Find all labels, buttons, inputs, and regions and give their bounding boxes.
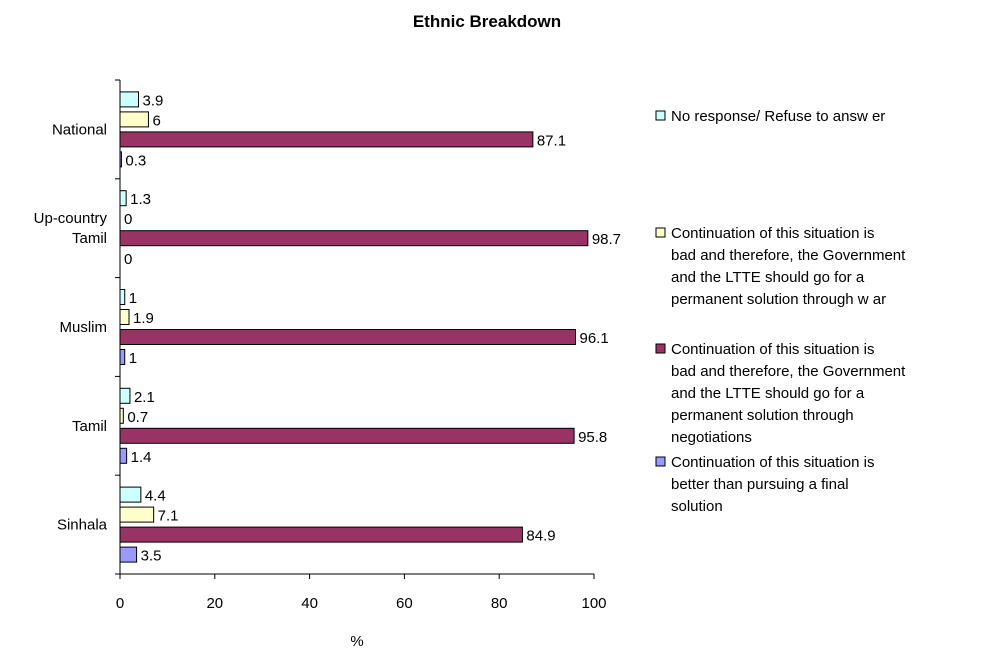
data-label: 6 (152, 112, 160, 129)
legend-swatch (655, 343, 666, 354)
x-tick-label: 60 (396, 595, 413, 612)
data-label: 3.5 (141, 548, 162, 565)
data-label: 1 (129, 290, 137, 307)
x-tick-label: 80 (491, 595, 508, 612)
data-label: 1 (129, 350, 137, 367)
bar (119, 506, 155, 523)
bar (119, 131, 534, 148)
bar (119, 111, 149, 128)
x-tick-label: 20 (206, 595, 223, 612)
bar (119, 526, 523, 543)
bar (119, 546, 138, 563)
bar (119, 309, 130, 325)
data-label: 95.8 (578, 429, 607, 446)
legend: No response/ Refuse to answ er Continuati… (655, 108, 906, 515)
data-label: 3.9 (142, 92, 163, 109)
legend-label: Continuation of this situation is bad and… (671, 341, 906, 446)
bar (119, 387, 131, 404)
legend-swatch (655, 227, 666, 238)
x-tick-label: 100 (581, 595, 606, 612)
category-label: Muslim (60, 319, 108, 336)
legend-label: Continuation of this situation is bad and… (671, 225, 906, 308)
data-label: 96.1 (580, 330, 609, 347)
bar (119, 329, 577, 345)
bar (119, 349, 126, 365)
data-label: 0 (124, 251, 132, 268)
data-label: 0.3 (125, 152, 146, 169)
legend-swatch (655, 456, 666, 467)
bar (119, 407, 124, 424)
bar (119, 447, 128, 464)
legend-swatch (655, 110, 666, 121)
x-tick-label: 0 (116, 595, 124, 612)
data-label: 1.4 (131, 449, 152, 466)
category-label: Up-country Tamil (34, 210, 108, 247)
data-label: 0 (124, 211, 132, 228)
data-label: 84.9 (526, 528, 555, 545)
bar (119, 427, 575, 444)
chart-title: Ethnic Breakdown (413, 12, 561, 31)
bar (119, 190, 127, 207)
bar (119, 91, 139, 108)
data-label: 87.1 (537, 132, 566, 149)
category-label: National (52, 121, 107, 138)
data-label: 1.9 (133, 310, 154, 327)
data-label: 98.7 (592, 231, 621, 248)
bar (119, 289, 126, 305)
data-label: 0.7 (127, 409, 148, 426)
legend-label: Continuation of this situation is better … (671, 454, 874, 515)
category-label: Sinhala (57, 517, 108, 534)
legend-label: No response/ Refuse to answ er (671, 108, 885, 125)
data-label: 1.3 (130, 191, 151, 208)
data-label: 2.1 (134, 389, 155, 406)
bar (119, 230, 589, 247)
x-tick-label: 40 (301, 595, 318, 612)
x-axis-title: % (350, 633, 363, 648)
data-label: 4.4 (145, 488, 166, 505)
data-label: 7.1 (158, 508, 179, 525)
bar (119, 486, 142, 503)
category-label: Tamil (72, 418, 107, 435)
bar (119, 151, 122, 168)
